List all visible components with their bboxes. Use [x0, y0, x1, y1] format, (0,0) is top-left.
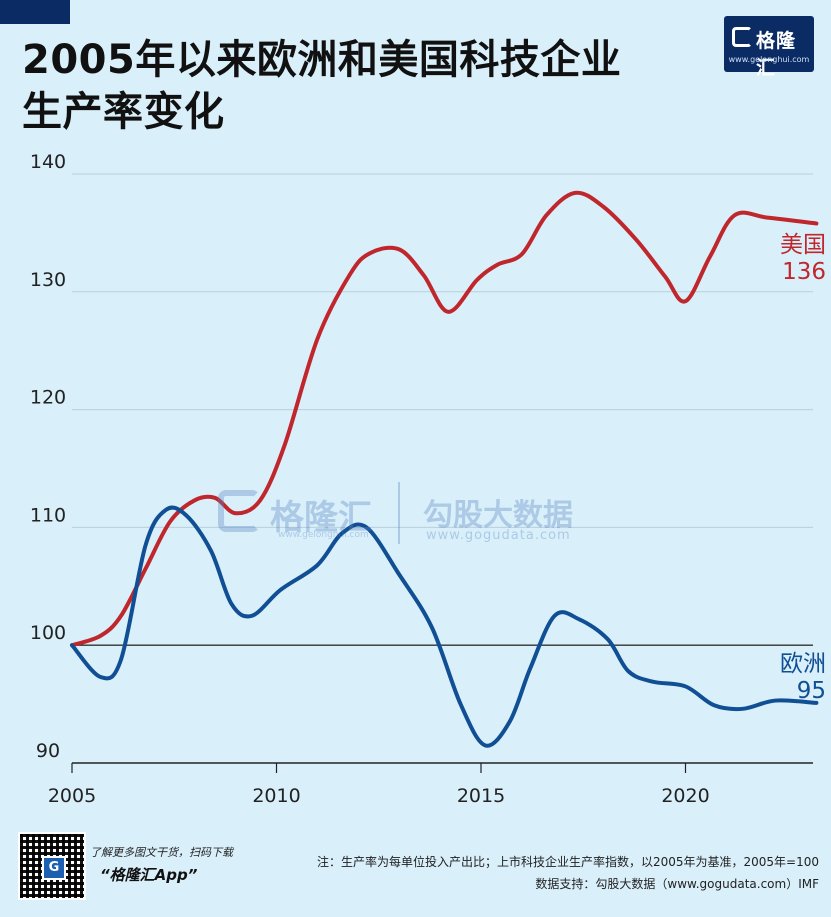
- series-name-label: 欧洲: [780, 651, 826, 677]
- brand-logo: 格隆汇 www.gelonghui.com: [724, 16, 814, 79]
- y-tick-label: 90: [36, 740, 60, 762]
- watermark-url-1: www.gelonghui.com: [278, 530, 369, 540]
- qr-code-icon[interactable]: G: [18, 832, 86, 900]
- corner-tab: [0, 0, 70, 24]
- title-line-2: 生产率变化: [22, 89, 225, 135]
- y-tick-label: 100: [30, 622, 66, 644]
- y-tick-label: 110: [30, 504, 66, 526]
- series-end-value: 136: [782, 259, 826, 285]
- series-line-0: [70, 190, 819, 648]
- footnote: 注：生产率为每单位投入产出比；上市科技企业生产率指数，以2005年为基准，200…: [316, 855, 819, 869]
- series-end-value: 95: [797, 678, 826, 704]
- series-lines: [70, 190, 819, 748]
- x-tick-label: 2005: [48, 785, 96, 807]
- data-source: 数据支持：勾股大数据（www.gogudata.com）IMF: [535, 877, 819, 891]
- x-tick-label: 2015: [457, 785, 505, 807]
- x-tick-labels: 2005 2010 2015 2020: [48, 763, 710, 807]
- series-name-label: 美国: [780, 232, 826, 258]
- title-line-1: 2005年以来欧洲和美国科技企业: [22, 37, 622, 83]
- y-tick-labels: 90 100 110 120 130 140: [30, 151, 66, 762]
- y-tick-label: 140: [30, 151, 66, 173]
- watermark-name-2: 勾股大数据: [423, 498, 573, 533]
- logo-name: 格隆汇: [756, 30, 797, 79]
- watermark-name-1: 格隆汇: [270, 498, 372, 538]
- logo-g-icon: [732, 27, 752, 47]
- logo-url: www.gelonghui.com: [728, 55, 810, 64]
- x-tick-label: 2010: [252, 785, 300, 807]
- watermark-g-icon: [218, 490, 260, 532]
- x-tick-label: 2020: [661, 785, 709, 807]
- y-tick-label: 120: [30, 387, 66, 409]
- promo-app-name: “格隆汇App”: [100, 866, 198, 884]
- watermark-url-2: www.gogudata.com: [426, 528, 571, 543]
- page-title: 2005年以来欧洲和美国科技企业 生产率变化: [22, 34, 621, 138]
- promo-text: 了解更多图文干货，扫码下载: [90, 846, 233, 859]
- series-line-1: [70, 505, 819, 748]
- y-tick-label: 130: [30, 269, 66, 291]
- qr-center-mark: G: [42, 856, 66, 880]
- grid-lines: [72, 173, 813, 764]
- watermark-divider: [398, 482, 400, 544]
